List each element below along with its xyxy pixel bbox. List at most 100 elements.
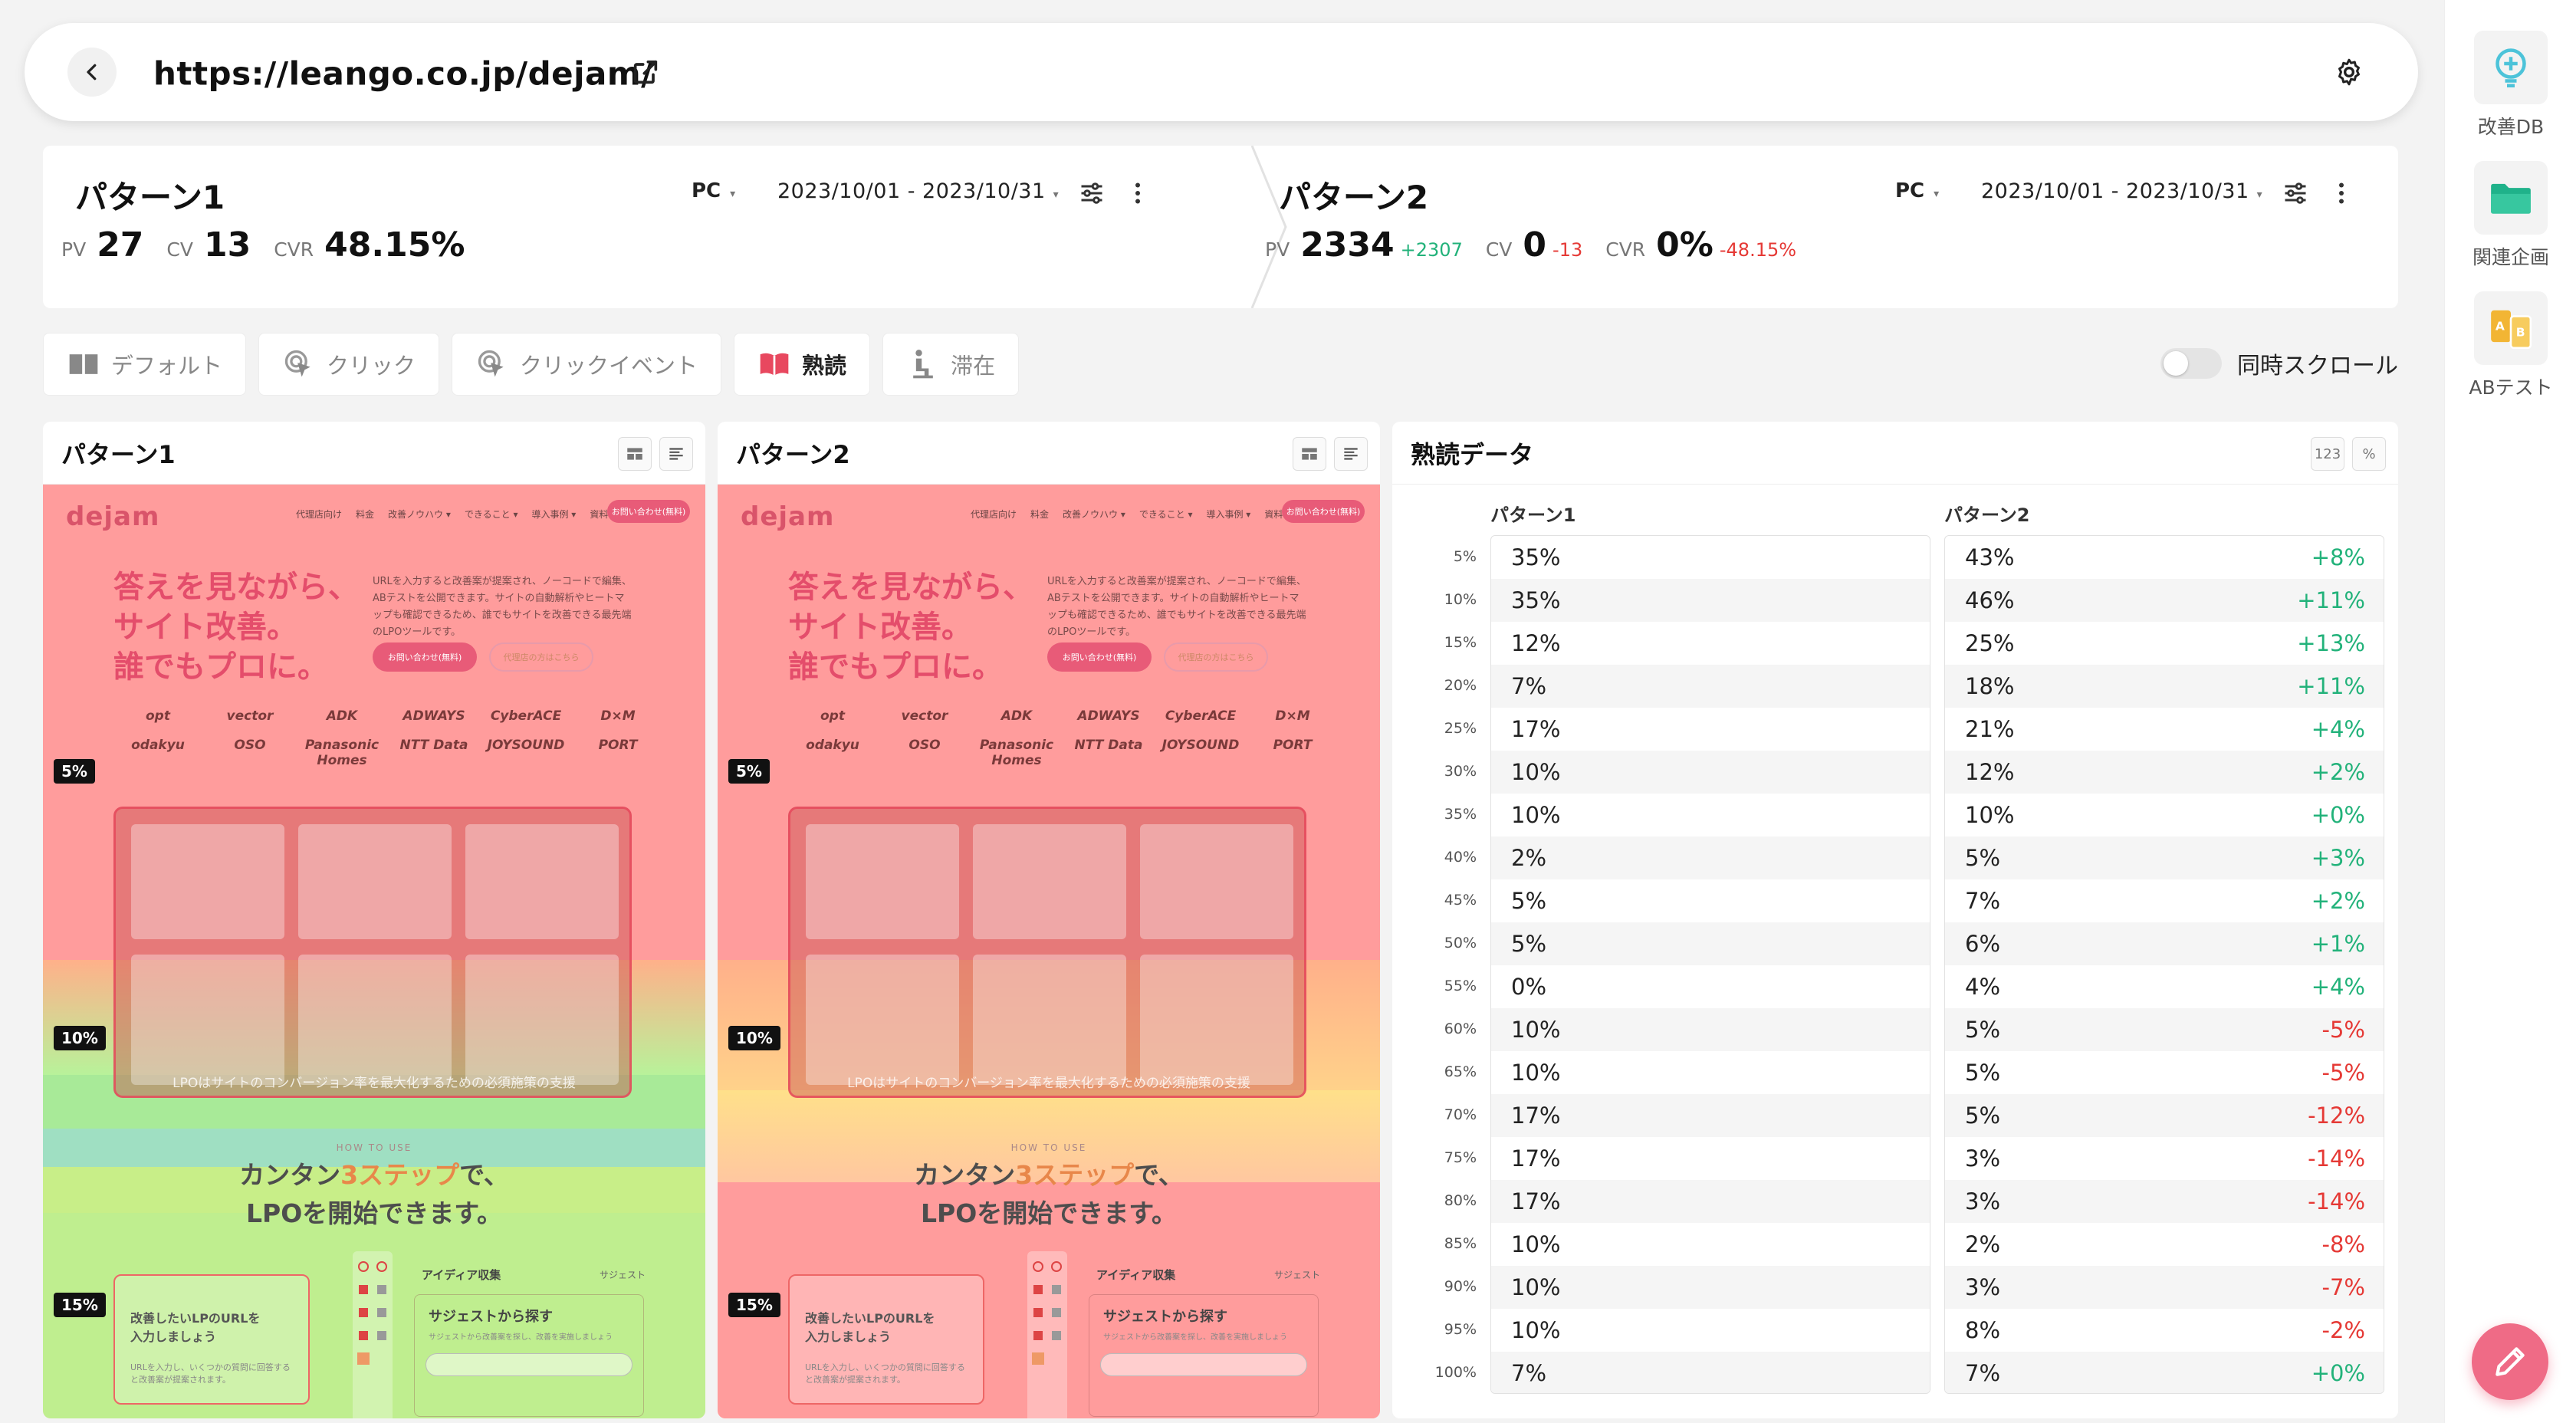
more-vertical-icon[interactable] <box>2328 179 2355 207</box>
depth-badge-15: 15% <box>728 1293 780 1317</box>
layout-toggle-button[interactable] <box>1293 437 1326 471</box>
mock-hero-line: 誰でもプロに。 <box>113 649 328 685</box>
more-vertical-icon[interactable] <box>1124 179 1152 207</box>
client-logo: JOYSOUND <box>487 738 565 753</box>
delta-value: +0% <box>2311 1360 2365 1386</box>
depth-badge-10: 10% <box>54 1026 106 1050</box>
depth-label: 15% <box>1444 634 1477 651</box>
mock-app-sidebar-icon <box>1027 1251 1067 1418</box>
table-row: 5% +3% <box>1945 836 2384 879</box>
book-icon <box>760 353 789 376</box>
filter-sliders-icon[interactable] <box>2282 179 2309 207</box>
steps-text: で、 <box>459 1160 509 1190</box>
table-row: 10% +0% <box>1945 794 2384 836</box>
mock-card-sub: URLを入力し、いくつかの質問に回答すると改善案が提案されます。 <box>130 1362 291 1385</box>
mock-nav-item: 改善ノウハウ ▾ <box>388 509 451 520</box>
pattern2-date-range[interactable]: 2023/10/01 - 2023/10/31 ▾ <box>1981 179 2263 203</box>
filter-sliders-icon[interactable] <box>1078 179 1106 207</box>
heatmap-view[interactable]: dejam 代理店向け 料金 改善ノウハウ ▾ できること ▾ 導入事例 ▾ 資… <box>718 485 1380 1418</box>
sync-scroll-toggle[interactable] <box>2160 348 2222 379</box>
back-button[interactable] <box>67 48 117 97</box>
mock-card-sub: URLを入力し、いくつかの質問に回答すると改善案が提案されます。 <box>805 1362 965 1385</box>
tab-default[interactable]: デフォルト <box>43 333 247 396</box>
reading-data-panel: 熟読データ 123 % パターン1 パターン2 5% 10% 15% 20% 25% 30… <box>1392 422 2398 1418</box>
mock-nav-item: 代理店向け <box>971 509 1017 520</box>
pattern1-device-select[interactable]: PC ▾ <box>692 179 736 202</box>
sync-scroll-control: 同時スクロール <box>2160 347 2398 380</box>
sidebar-item-improvement-db[interactable]: 改善DB <box>2445 31 2576 140</box>
pattern1-value: 10% <box>1511 759 1561 785</box>
separator-chevron-icon <box>1250 146 1287 308</box>
pv-value: 2334 <box>1300 225 1395 265</box>
client-logo: JOYSOUND <box>1162 738 1240 753</box>
mock-app-tab: サジェスト <box>599 1270 646 1280</box>
table-row: 5% -5% <box>1945 1008 2384 1051</box>
table-row: 5% <box>1491 922 1930 965</box>
client-logo: odakyu <box>806 738 859 753</box>
sidebar-item-related-projects[interactable]: 関連企画 <box>2445 161 2576 270</box>
pattern2-device-select[interactable]: PC ▾ <box>1895 179 1940 202</box>
edit-fab-button[interactable] <box>2472 1323 2548 1400</box>
pattern2-value: 43% <box>1965 544 2015 570</box>
panel-header: 熟読データ 123 % <box>1392 422 2398 485</box>
pattern1-value: 7% <box>1511 673 1547 699</box>
text-align-button[interactable] <box>659 437 693 471</box>
rail-icon-box <box>2474 31 2548 104</box>
mock-logo: dejam <box>741 501 835 532</box>
mock-nav-item: 代理店向け <box>296 509 343 520</box>
panel-header: パターン1 <box>43 422 705 485</box>
external-link-icon[interactable] <box>630 57 661 87</box>
heat-band-light-green <box>43 1213 705 1418</box>
mock-primary-button: お問い合わせ(無料) <box>1047 642 1152 672</box>
mock-suggest-title: サジェストから探す <box>429 1309 553 1325</box>
steps-highlight: 3ステップ <box>340 1160 460 1190</box>
url-text: https://leango.co.jp/dejam/ <box>153 54 653 93</box>
mock-suggest-input <box>426 1353 632 1376</box>
pattern1-heatmap-panel: パターン1 dejam 代理店向け 料金 改善ノウハウ ▾ できること ▾ 導入… <box>43 422 705 1418</box>
mock-nav-item: 導入事例 ▾ <box>1206 509 1251 520</box>
column-header-pattern1: パターン1 <box>1490 504 1576 526</box>
table-row: 7% <box>1491 1352 1930 1393</box>
depth-label: 45% <box>1444 892 1477 909</box>
mock-steps-heading: カンタン3ステップで、 LPOを開始できます。 <box>43 1156 705 1233</box>
table-row: 10% <box>1491 1051 1930 1094</box>
pattern1-value: 17% <box>1511 716 1561 742</box>
delta-value: -8% <box>2321 1231 2365 1257</box>
tab-click-event[interactable]: クリックイベント <box>452 333 722 396</box>
layout-toggle-button[interactable] <box>618 437 652 471</box>
pattern1-value: 0% <box>1511 974 1547 1000</box>
number-format-button[interactable]: 123 <box>2311 437 2344 471</box>
steps-text: で、 <box>1134 1160 1184 1190</box>
layout-icon <box>1302 448 1317 460</box>
url-bar: https://leango.co.jp/dejam/ <box>25 23 2418 121</box>
delta-value: +1% <box>2311 931 2365 957</box>
table-row: 2% <box>1491 836 1930 879</box>
table-row: 46% +11% <box>1945 579 2384 622</box>
tab-stay[interactable]: 滞在 <box>882 333 1020 396</box>
pattern2-value: 3% <box>1965 1145 2001 1172</box>
columns-icon <box>69 354 98 374</box>
gear-icon[interactable] <box>2334 57 2364 87</box>
table-row: 2% -8% <box>1945 1223 2384 1266</box>
table-row: 7% +0% <box>1945 1352 2384 1393</box>
tab-click[interactable]: クリック <box>258 333 440 396</box>
heatmap-view[interactable]: dejam 代理店向け 料金 改善ノウハウ ▾ できること ▾ 導入事例 ▾ 資… <box>43 485 705 1418</box>
mock-product-screenshot <box>788 807 1306 1098</box>
mock-logo: dejam <box>66 501 160 532</box>
text-align-button[interactable] <box>1334 437 1368 471</box>
device-value: PC <box>692 179 721 202</box>
mock-card-title-line: 入力しましょう <box>805 1329 892 1344</box>
mock-primary-button: お問い合わせ(無料) <box>373 642 477 672</box>
table-row: 21% +4% <box>1945 708 2384 751</box>
mock-secondary-button: 代理店の方はこちら <box>489 642 593 672</box>
table-row: 3% -7% <box>1945 1266 2384 1309</box>
percent-format-button[interactable]: % <box>2352 437 2386 471</box>
mock-howto: HOW TO USE <box>1010 1142 1087 1153</box>
table-row: 35% <box>1491 579 1930 622</box>
tab-reading[interactable]: 熟読 <box>734 333 871 396</box>
depth-label: 85% <box>1444 1235 1477 1252</box>
pattern1-date-range[interactable]: 2023/10/01 - 2023/10/31 ▾ <box>777 179 1060 203</box>
table-row: 6% +1% <box>1945 922 2384 965</box>
pv-label: PV <box>1265 238 1290 261</box>
